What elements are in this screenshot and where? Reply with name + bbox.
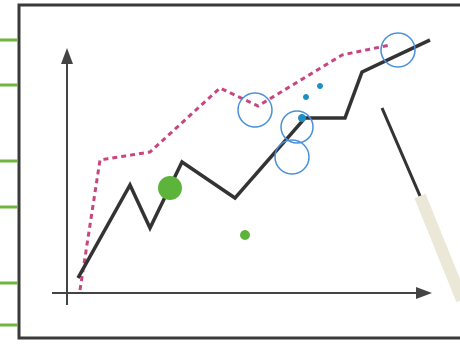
y-arrow — [61, 48, 73, 64]
blue-dots — [298, 83, 323, 122]
bubble — [280, 110, 314, 144]
x-arrow — [416, 287, 432, 299]
dot — [303, 94, 309, 100]
frame — [17, 3, 460, 340]
pen-body — [414, 193, 460, 303]
dot — [298, 114, 306, 122]
green-dot — [240, 230, 250, 240]
axes — [52, 48, 432, 305]
green-dot — [158, 176, 182, 200]
bubble — [380, 32, 416, 68]
pen-tip — [380, 107, 422, 197]
bubble — [237, 92, 273, 128]
side-ticks — [0, 38, 18, 327]
dot — [317, 83, 323, 89]
bubbles — [237, 32, 416, 175]
solid-line — [76, 38, 431, 279]
bubble — [274, 139, 310, 175]
dashed-line — [78, 43, 391, 291]
pen — [380, 107, 460, 303]
